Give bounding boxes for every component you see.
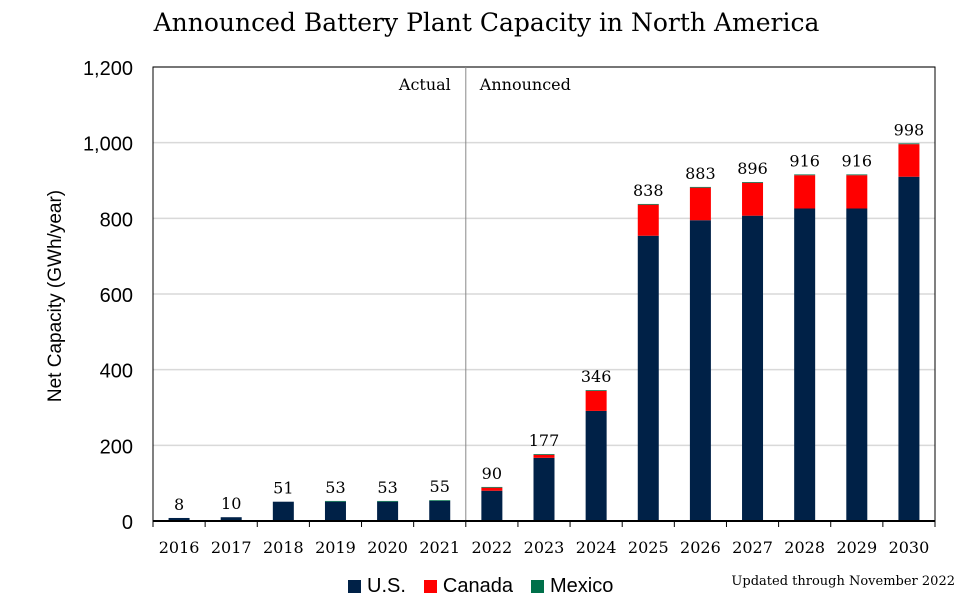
x-tick-label: 2020 [367,538,408,557]
total-label-2016: 8 [174,495,184,514]
bar-us-2025 [637,235,659,521]
x-tick-label: 2028 [784,538,825,557]
y-tick-label: 600 [100,285,133,307]
bar-mexico-2027 [742,182,764,183]
x-tick-label: 2025 [628,538,669,557]
bar-mexico-2028 [794,174,816,176]
bar-mexico-2029 [846,174,868,176]
x-tick-label: 2021 [419,538,460,557]
bar-mexico-2019 [324,500,346,502]
x-tick-label: 2026 [680,538,721,557]
legend-swatch [423,580,437,593]
x-tick-label: 2023 [524,538,565,557]
bar-us-2017 [220,517,242,521]
bar-mexico-2020 [377,500,399,502]
bar-us-2026 [689,220,711,521]
bar-canada-2026 [689,187,711,221]
bar-canada-2023 [533,454,555,458]
total-label-2020: 53 [377,478,397,497]
total-label-2030: 998 [894,120,925,139]
legend-item-canada: Canada [423,575,513,598]
bar-us-2018 [272,501,294,521]
bar-canada-2028 [794,175,816,209]
legend-label: Mexico [549,575,614,597]
bar-us-2019 [324,501,346,521]
bar-us-2016 [168,517,190,521]
x-tick-label: 2022 [472,538,513,557]
y-tick-label: 200 [100,436,133,458]
total-label-2024: 346 [581,367,612,386]
bar-mexico-2030 [898,143,920,145]
x-tick-label: 2029 [836,538,877,557]
bar-us-2029 [846,208,868,521]
bar-us-2027 [742,215,764,521]
total-label-2022: 90 [482,464,502,483]
legend: U.S. Canada Mexico [348,575,613,598]
x-tick-label: 2018 [263,538,304,557]
bar-us-2022 [481,490,503,521]
total-label-2018: 51 [273,479,293,498]
legend-label: Canada [442,575,513,597]
total-label-2019: 53 [325,478,345,497]
bar-us-2020 [377,501,399,521]
y-tick-label: 1,200 [83,58,133,80]
legend-swatch [530,580,544,593]
total-label-2026: 883 [685,164,716,183]
x-tick-label: 2019 [315,538,356,557]
x-tick-label: 2027 [732,538,773,557]
total-label-2027: 896 [737,159,768,178]
bar-canada-2024 [585,390,607,411]
x-tick-label: 2030 [889,538,930,557]
total-label-2021: 55 [430,477,450,496]
chart-title: Announced Battery Plant Capacity in Nort… [153,8,820,37]
bar-mexico-2025 [637,203,659,205]
total-label-2028: 916 [789,151,820,170]
legend-item-us: U.S. [348,575,406,598]
bar-us-2023 [533,457,555,521]
bar-canada-2025 [637,204,659,236]
annotation-actual: Actual [398,75,451,94]
bar-canada-2027 [742,182,764,216]
bar-mexico-2024 [585,390,607,391]
bar-mexico-2022 [481,486,503,488]
y-tick-label: 800 [100,209,133,231]
legend-label: U.S. [367,575,406,597]
y-tick-label: 400 [100,361,133,383]
bar-canada-2029 [846,175,868,209]
bar-mexico-2021 [429,500,451,501]
x-tick-label: 2024 [576,538,617,557]
total-label-2023: 177 [529,431,560,450]
total-label-2025: 838 [633,181,664,200]
bar-us-2028 [794,208,816,521]
annotation-announced: Announced [479,75,571,94]
y-tick-label: 1,000 [83,134,133,156]
bar-canada-2030 [898,144,920,177]
bar-mexico-2026 [689,186,711,188]
total-label-2017: 10 [221,494,241,513]
y-tick-label: 0 [122,512,133,534]
bar-us-2030 [898,176,920,521]
total-label-2029: 916 [842,151,873,170]
x-tick-label: 2016 [159,538,200,557]
bar-us-2024 [585,410,607,521]
bar-canada-2022 [481,487,503,491]
legend-item-mexico: Mexico [530,575,614,598]
legend-swatch [348,580,361,593]
bar-us-2021 [429,500,451,521]
x-tick-label: 2017 [211,538,252,557]
bar-mexico-2023 [533,454,555,455]
update-note: Updated through November 2022 [731,574,955,589]
